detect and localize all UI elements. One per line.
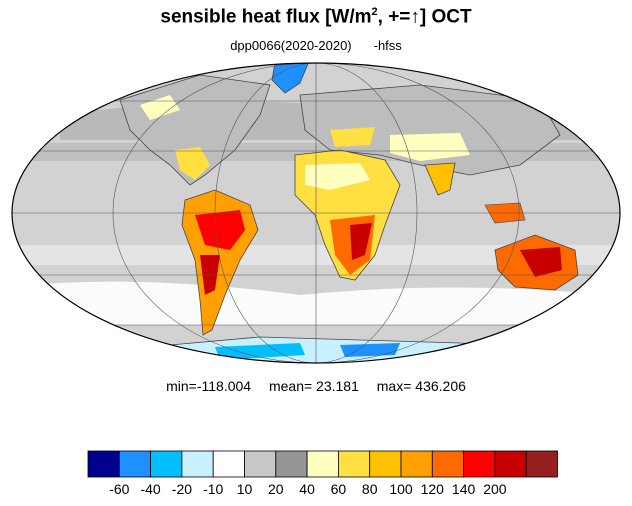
colorbar-box bbox=[525, 450, 558, 478]
colorbar-box bbox=[150, 450, 183, 478]
variable-label: -hfss bbox=[373, 38, 402, 53]
stats-line: min=-118.004 mean= 23.181 max= 436.206 bbox=[0, 378, 632, 394]
map-title: sensible heat flux [W/m2, +=↑] OCT bbox=[160, 6, 472, 28]
colorbar-label: -60 bbox=[109, 481, 129, 497]
colorbar-box bbox=[87, 450, 120, 478]
colorbar-label: 80 bbox=[362, 481, 378, 497]
colorbar-box bbox=[275, 450, 308, 478]
colorbar-label: -40 bbox=[140, 481, 160, 497]
stat-mean: mean= 23.181 bbox=[268, 378, 359, 394]
flux-field bbox=[12, 63, 620, 363]
colorbar-box bbox=[494, 450, 527, 478]
colorbar-box bbox=[337, 450, 371, 478]
colorbar-label: 100 bbox=[389, 481, 413, 497]
run-label: dpp0066(2020-2020) bbox=[230, 38, 352, 53]
colorbar-box bbox=[431, 450, 464, 478]
colorbar-box bbox=[369, 450, 402, 478]
colorbar-label: 10 bbox=[237, 481, 253, 497]
colorbar-box bbox=[400, 450, 433, 478]
colorbar-box bbox=[118, 450, 152, 478]
colorbar-label: 200 bbox=[483, 481, 507, 497]
colorbar-label: 60 bbox=[331, 481, 347, 497]
stat-min: min=-118.004 bbox=[166, 378, 252, 394]
colorbar-label: 120 bbox=[421, 481, 445, 497]
colorbar-label: -20 bbox=[172, 481, 192, 497]
map-subtitle: dpp0066(2020-2020) -hfss bbox=[0, 38, 632, 53]
colorbar-label: 40 bbox=[299, 481, 315, 497]
colorbar-box bbox=[306, 450, 339, 478]
colorbar-label: 140 bbox=[452, 481, 476, 497]
colorbar-box bbox=[181, 450, 214, 478]
stat-max: max= 436.206 bbox=[376, 378, 466, 394]
colorbar: -60 -40 -20 -10 10 20 40 60 80 100 120 140 200 bbox=[87, 450, 558, 497]
world-map bbox=[11, 62, 621, 364]
colorbar-label: 20 bbox=[268, 481, 284, 497]
colorbar-box bbox=[212, 450, 245, 478]
colorbar-box bbox=[463, 450, 496, 478]
colorbar-box bbox=[244, 450, 277, 478]
colorbar-label: -10 bbox=[203, 481, 223, 497]
